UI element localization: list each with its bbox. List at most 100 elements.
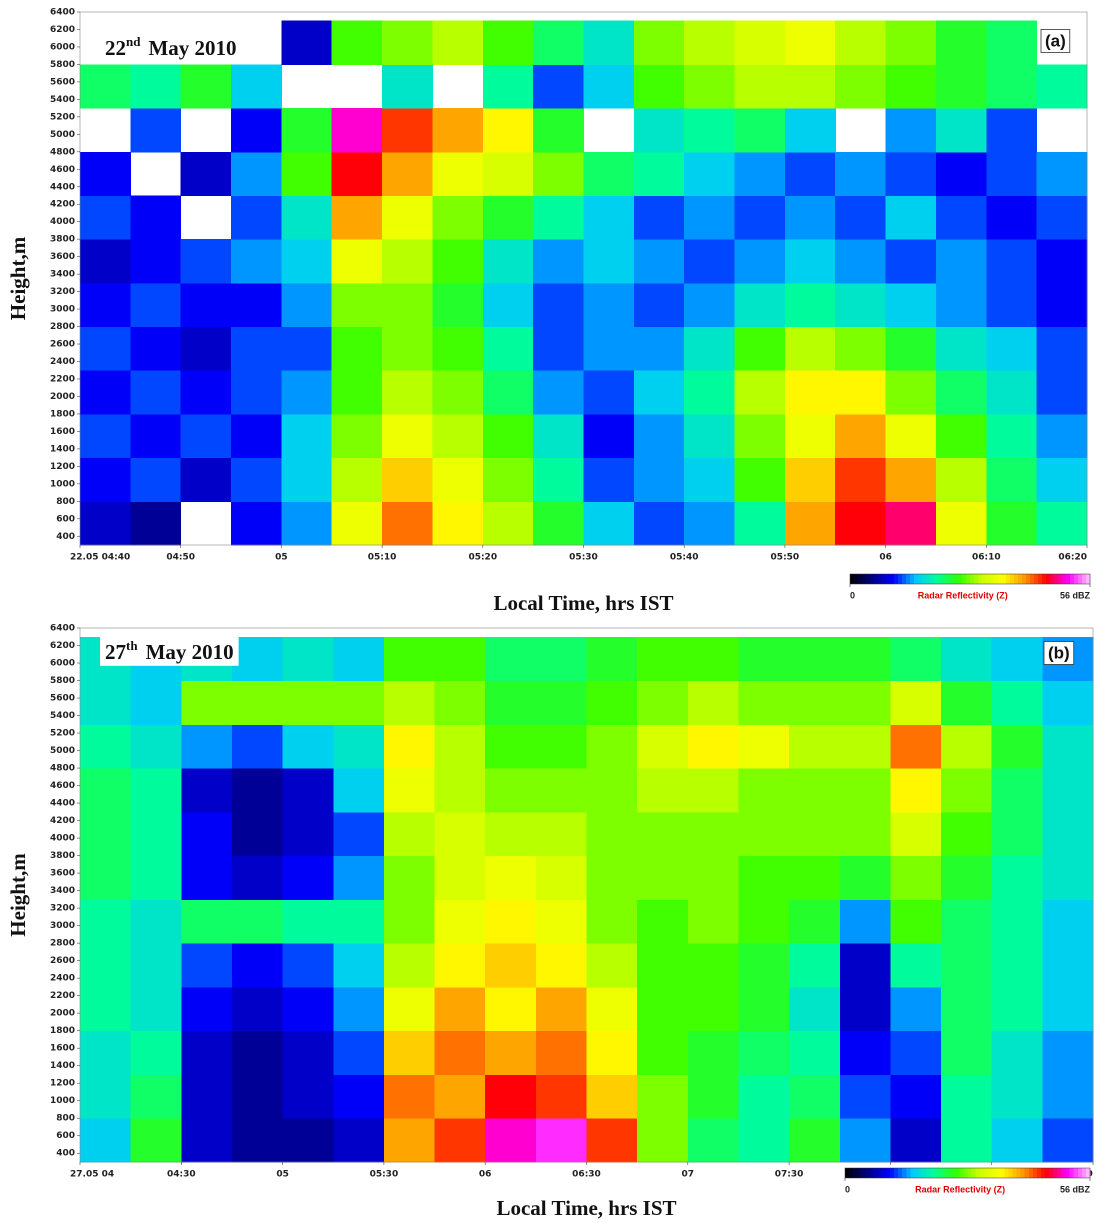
heatmap-cell [941,1074,993,1119]
heatmap-cell [941,636,993,682]
heatmap-cell [383,724,436,769]
heatmap-cell [734,370,786,415]
heatmap-cell [890,811,942,857]
heatmap-cell [485,724,537,769]
heatmap-cell [986,108,1038,153]
heatmap-cell [230,457,282,502]
panel-label: (b) [1048,643,1070,662]
y-tick-label: 1000 [50,1096,75,1106]
heatmap-cell [80,943,132,988]
heatmap-cell [986,457,1038,502]
colorbar-segment [970,574,975,584]
y-tick-label: 1000 [50,479,75,489]
heatmap-cell [434,986,486,1032]
heatmap-cell [941,899,993,944]
heatmap-cell [130,413,182,459]
x-axis-title: Local Time, hrs IST [493,591,673,615]
colorbar-segment [958,574,963,584]
heatmap-cell [382,108,433,153]
x-tick-label: 07:30 [775,1170,804,1180]
colorbar-tick-label: 56 dBZ [1060,590,1091,600]
heatmap-cell [281,370,333,415]
y-tick-label: 800 [56,497,75,507]
heatmap-cell [333,899,385,944]
heatmap-cell [485,636,537,682]
heatmap-cell [331,20,383,65]
colorbar-segment [1086,574,1091,584]
heatmap-cell [734,108,786,153]
y-tick-label: 1800 [50,409,75,419]
heatmap-cell [935,326,987,371]
heatmap-cell [230,501,282,546]
y-tick-label: 6000 [50,42,75,52]
heatmap-cell [839,1030,891,1075]
heatmap-cell [789,986,841,1032]
heatmap-cell [1042,943,1094,988]
heatmap-cell [835,195,887,240]
heatmap-cell [986,413,1038,459]
heatmap-cell [583,501,635,546]
heatmap-cell [991,986,1043,1032]
date-rest: May 2010 [148,36,236,60]
heatmap-cell [535,636,587,682]
heatmap-cell [331,457,383,502]
heatmap-cell [839,724,891,769]
colorbar-segment [881,1168,887,1178]
heatmap-cell [282,636,334,682]
heatmap-cell [79,326,131,371]
y-tick-label: 2800 [50,939,75,949]
heatmap-cell [637,811,689,857]
colorbar-segment [845,1168,850,1178]
heatmap-cell [1036,64,1088,109]
heatmap-cell [130,1030,182,1075]
heatmap-cell [482,282,534,328]
colorbar-segment [954,574,959,584]
heatmap-cell [1042,1118,1094,1163]
x-tick-label: 05:20 [468,553,497,563]
heatmap-cell [789,680,841,725]
heatmap-cell [485,943,537,988]
colorbar-segment [914,1168,919,1178]
colorbar-label: Radar Reflectivity (Z) [918,590,1008,600]
heatmap-cell [230,195,282,240]
colorbar-segment [894,574,899,584]
heatmap-cell [180,239,232,284]
colorbar-segment [862,574,867,584]
heatmap-cell [890,1118,942,1163]
heatmap-cell [482,195,534,240]
y-tick-label: 3800 [50,851,75,861]
heatmap-cell [230,64,282,109]
heatmap-cell [885,413,937,459]
heatmap-cell [1042,724,1094,769]
heatmap-cell [231,986,284,1032]
heatmap-cell [1036,195,1088,240]
heatmap-cell [586,986,638,1032]
heatmap-cell [991,1030,1043,1075]
y-tick-label: 5000 [50,130,75,140]
heatmap-cell [734,20,786,65]
heatmap-cell [382,501,433,546]
heatmap-cell [941,855,993,900]
heatmap-cell [331,326,383,371]
y-tick-label: 5600 [50,77,75,87]
heatmap-cell [935,195,987,240]
heatmap-cell [482,457,534,502]
y-tick-label: 1600 [50,1044,75,1054]
y-tick-label: 1400 [50,1061,75,1071]
heatmap-cell [586,1118,638,1163]
y-tick-label: 4600 [50,165,75,175]
heatmap-cell [935,239,987,284]
heatmap-cell [130,282,182,328]
y-tick-label: 3200 [50,287,75,297]
colorbar-segment [1008,1168,1013,1178]
heatmap-cell [734,413,786,459]
colorbar-segment [1002,574,1007,584]
heatmap-cell [281,282,333,328]
heatmap-cell [784,326,836,371]
y-tick-label: 6200 [50,25,75,35]
heatmap-cell [230,282,282,328]
heatmap-cell [684,195,736,240]
heatmap-cell [130,64,182,109]
heatmap-cell [130,239,182,284]
heatmap-cell [583,282,635,328]
